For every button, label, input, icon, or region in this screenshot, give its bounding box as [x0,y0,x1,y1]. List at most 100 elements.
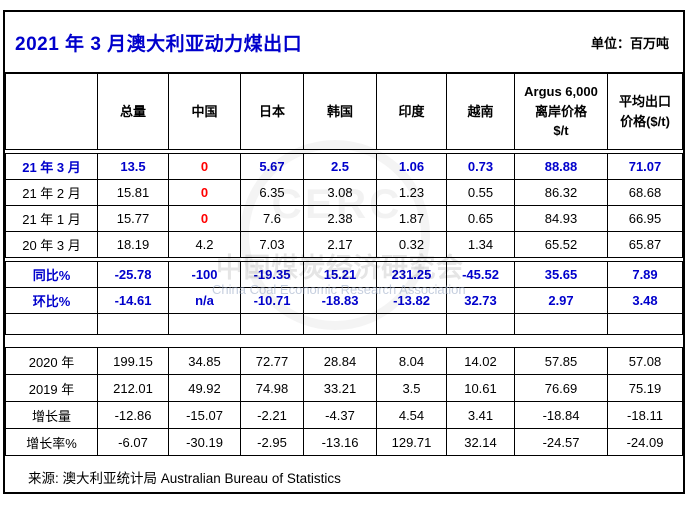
table-row: 2019 年 212.01 49.92 74.98 33.21 3.5 10.61 76.69… [5,374,683,402]
title-bar: 2021 年 3 月澳大利亚动力煤出口 单位：百万吨 [5,12,683,73]
cell: -14.61 [97,287,169,314]
source-note: 来源: 澳大利亚统计局 Australian Bureau of Statist… [28,471,341,486]
section-gap [5,335,683,347]
cell: -2.95 [240,428,304,456]
column-header-blank [5,73,98,150]
cell: 65.52 [514,231,608,258]
table-section-annual: 2020 年 199.15 34.85 72.77 28.84 8.04 14.02 57.8… [5,347,683,456]
cell: -15.07 [168,401,241,429]
cell: 0.73 [446,153,515,180]
cell: -4.37 [303,401,377,429]
row-label: 增长率% [5,428,98,456]
cell: 35.65 [514,261,608,288]
table-row: 环比% -14.61 n/a -10.71 -18.83 -13.82 32.73 2.97 3… [5,287,683,314]
cell: -12.86 [97,401,169,429]
row-label: 环比% [5,287,98,314]
cell: 0.55 [446,179,515,206]
table-section-comparison: 同比% -25.78 -100 -19.35 15.21 231.25 -45.52 35.6… [5,261,683,335]
cell: 66.95 [607,205,683,232]
column-header-total: 总量 [97,73,169,150]
table-row: 20 年 3 月 18.19 4.2 7.03 2.17 0.32 1.34 65.52 65.… [5,231,683,258]
cell: 72.77 [240,347,304,375]
cell: -18.11 [607,401,683,429]
cell: 88.88 [514,153,608,180]
cell: 231.25 [376,261,447,288]
row-label: 21 年 1 月 [5,205,98,232]
cell: 57.08 [607,347,683,375]
table-sections: 21 年 3 月 13.5 0 5.67 2.5 1.06 0.73 88.88 71.07 21… [5,153,683,456]
cell: 0 [168,205,241,232]
cell: -24.57 [514,428,608,456]
cell: 2.17 [303,231,377,258]
cell: 6.35 [240,179,304,206]
cell: 7.6 [240,205,304,232]
cell: 68.68 [607,179,683,206]
cell: 8.04 [376,347,447,375]
cell: 1.87 [376,205,447,232]
cell [514,313,608,335]
cell: 1.34 [446,231,515,258]
column-header-korea: 韩国 [303,73,377,150]
cell: 2.38 [303,205,377,232]
cell: -100 [168,261,241,288]
cell: 2.5 [303,153,377,180]
cell: 3.48 [607,287,683,314]
cell: 65.87 [607,231,683,258]
cell: 0.32 [376,231,447,258]
cell: 212.01 [97,374,169,402]
cell: 1.06 [376,153,447,180]
cell: 74.98 [240,374,304,402]
column-header-china: 中国 [168,73,241,150]
column-header-avg-export-price: 平均出口 价格($/t) [607,73,683,150]
cell: 15.81 [97,179,169,206]
cell: 4.54 [376,401,447,429]
table-row [5,313,683,335]
column-header-argus-fob-price: Argus 6,000 离岸价格 $/t [514,73,608,150]
cell: -13.16 [303,428,377,456]
cell: 28.84 [303,347,377,375]
cell: -2.21 [240,401,304,429]
row-label [5,313,98,335]
column-header-vietnam: 越南 [446,73,515,150]
cell: 75.19 [607,374,683,402]
cell: 76.69 [514,374,608,402]
cell: n/a [168,287,241,314]
cell: 0.65 [446,205,515,232]
cell [168,313,241,335]
cell: 2.97 [514,287,608,314]
cell [97,313,169,335]
cell: 32.14 [446,428,515,456]
cell: -19.35 [240,261,304,288]
cell: -18.84 [514,401,608,429]
row-label: 21 年 3 月 [5,153,98,180]
cell: 33.21 [303,374,377,402]
row-label: 同比% [5,261,98,288]
cell: 15.21 [303,261,377,288]
table-section-monthly: 21 年 3 月 13.5 0 5.67 2.5 1.06 0.73 88.88 71.07 21… [5,153,683,258]
cell: 57.85 [514,347,608,375]
table-row: 21 年 3 月 13.5 0 5.67 2.5 1.06 0.73 88.88 71.07 [5,153,683,180]
cell: 4.2 [168,231,241,258]
cell: 7.89 [607,261,683,288]
table-row: 增长量 -12.86 -15.07 -2.21 -4.37 4.54 3.41 -18.84-… [5,401,683,429]
cell: 3.5 [376,374,447,402]
cell: 71.07 [607,153,683,180]
column-header-india: 印度 [376,73,447,150]
cell [446,313,515,335]
cell: 0 [168,179,241,206]
cell: 1.23 [376,179,447,206]
cell: 10.61 [446,374,515,402]
cell [376,313,447,335]
cell: 129.71 [376,428,447,456]
cell: 7.03 [240,231,304,258]
cell: 3.41 [446,401,515,429]
cell: 15.77 [97,205,169,232]
table-row: 增长率% -6.07 -30.19 -2.95 -13.16 129.71 32.14 -24… [5,428,683,456]
cell: 49.92 [168,374,241,402]
cell: -10.71 [240,287,304,314]
cell: 14.02 [446,347,515,375]
header-row: 总量 中国 日本 韩国 印度 越南 Argus 6,000 离岸价格 $/t 平… [5,73,683,150]
cell: 32.73 [446,287,515,314]
cell [303,313,377,335]
